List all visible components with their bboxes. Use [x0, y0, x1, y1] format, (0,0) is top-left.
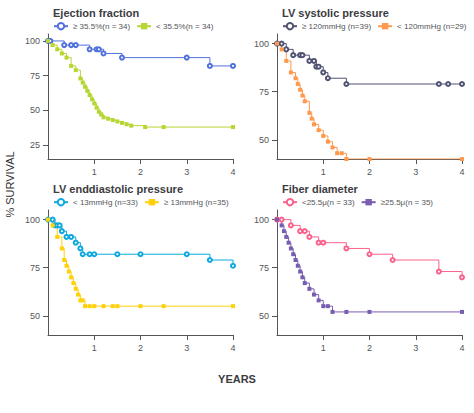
svg-text:LV systolic pressure: LV systolic pressure	[282, 7, 389, 19]
svg-text:< 13mmHg (n=33): < 13mmHg (n=33)	[73, 198, 138, 207]
svg-text:75: 75	[259, 87, 269, 97]
svg-text:4: 4	[230, 167, 235, 177]
svg-text:3: 3	[413, 167, 418, 177]
svg-text:2: 2	[367, 167, 372, 177]
svg-text:50: 50	[30, 105, 40, 115]
svg-text:≥ 35.5%(n = 34): ≥ 35.5%(n = 34)	[73, 22, 130, 31]
svg-text:≥ 13mmHg (n=35): ≥ 13mmHg (n=35)	[164, 198, 229, 207]
svg-text:50: 50	[259, 135, 269, 145]
svg-text:1: 1	[92, 167, 97, 177]
svg-text:75: 75	[259, 263, 269, 273]
svg-text:Fiber diameter: Fiber diameter	[282, 183, 359, 195]
svg-text:50: 50	[259, 311, 269, 321]
svg-text:< 35.5%(n = 34): < 35.5%(n = 34)	[156, 22, 214, 31]
svg-text:1: 1	[92, 343, 97, 353]
svg-text:100: 100	[25, 215, 40, 225]
svg-text:< 120mmHg (n=29): < 120mmHg (n=29)	[397, 22, 467, 31]
svg-text:4: 4	[459, 343, 464, 353]
svg-text:3: 3	[413, 343, 418, 353]
svg-text:Ejection fraction: Ejection fraction	[53, 7, 139, 19]
svg-text:2: 2	[367, 343, 372, 353]
svg-text:4: 4	[230, 343, 235, 353]
svg-text:3: 3	[184, 343, 189, 353]
svg-text:2: 2	[138, 343, 143, 353]
svg-text:75: 75	[30, 71, 40, 81]
svg-text:% SURVIVAL: % SURVIVAL	[4, 151, 16, 217]
svg-text:<25.5μ(n = 33): <25.5μ(n = 33)	[302, 198, 355, 207]
svg-text:1: 1	[321, 167, 326, 177]
svg-text:2: 2	[138, 167, 143, 177]
svg-text:100: 100	[254, 39, 269, 49]
svg-text:100: 100	[254, 215, 269, 225]
svg-text:≥25.5μ(n = 35): ≥25.5μ(n = 35)	[381, 198, 434, 207]
svg-text:1: 1	[321, 343, 326, 353]
svg-text:≥ 120mmHg (n=39): ≥ 120mmHg (n=39)	[302, 22, 371, 31]
svg-text:100: 100	[25, 36, 40, 46]
svg-text:LV enddiastolic pressure: LV enddiastolic pressure	[53, 183, 183, 195]
svg-text:YEARS: YEARS	[218, 373, 256, 385]
svg-text:4: 4	[459, 167, 464, 177]
svg-text:50: 50	[30, 311, 40, 321]
svg-text:25: 25	[30, 140, 40, 150]
svg-text:3: 3	[184, 167, 189, 177]
svg-text:75: 75	[30, 263, 40, 273]
